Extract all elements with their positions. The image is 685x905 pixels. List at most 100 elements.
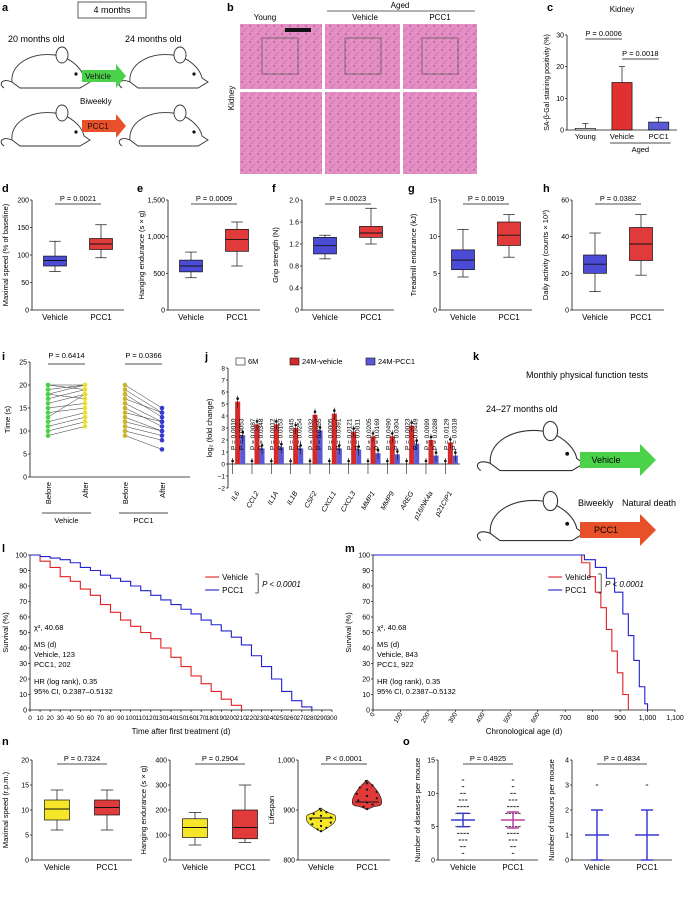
vehicle-arrow-label: Vehicle — [85, 72, 111, 81]
y-axis-label: Survival (%) — [344, 612, 353, 653]
bar-24m-vehicle — [235, 401, 241, 464]
p-value-label: P = 0.0005 — [327, 418, 334, 450]
y-tick-label: 0 — [25, 858, 29, 865]
y-tick-label: 1 — [221, 450, 225, 457]
duration-box — [77, 1, 147, 19]
x-tick-label: Vehicle — [42, 313, 68, 322]
y-tick-label: 7 — [221, 378, 225, 385]
pcc1-arrow-icon — [580, 514, 656, 546]
group-label: PCC1 — [133, 516, 153, 525]
violin-chart-n3: 800 900 1,000 Lifespan Vehicle PCC1 P < 0.0001 — [267, 754, 390, 872]
y-tick-label: 50 — [362, 630, 370, 637]
box-chart-g: 0 5 10 15 Treadmill endurance (kJ) Vehicle PCC… — [409, 194, 532, 322]
histology-image — [240, 92, 322, 174]
histology-image — [403, 24, 477, 89]
x-axis-label: Chronological age (d) — [486, 727, 563, 736]
legend-label: Vehicle — [222, 573, 248, 582]
y-axis-label: Hanging endurance (s × g) — [139, 765, 148, 855]
bar-vehicle — [611, 82, 633, 131]
legend-label: 24M-vehicle — [302, 357, 342, 366]
x-tick-label: 190 — [216, 715, 227, 722]
x-tick-label: PCC1 — [649, 132, 669, 141]
y-tick-label: 90 — [362, 568, 370, 575]
mouse-icon — [0, 46, 91, 89]
box-vehicle — [182, 818, 208, 838]
y-tick-label: 200 — [17, 198, 29, 205]
y-axis-label: Lifespan — [267, 796, 276, 824]
x-tick-label: CSF2 — [304, 490, 319, 509]
bar-24m-pcc1 — [414, 443, 420, 464]
y-tick-label: 0 — [161, 308, 165, 315]
chart-title: Kidney — [610, 5, 634, 14]
y-tick-label: 20 — [362, 677, 370, 684]
dot-chart-o2: 0 1 2 3 4 Number of tumours per mouse Vehicle P… — [547, 754, 672, 872]
x-tick-label: AREG — [399, 490, 416, 512]
y-tick-label: 15 — [427, 758, 435, 765]
p-value-label: P = 0.6414 — [48, 351, 84, 360]
x-tick-label: 80 — [107, 715, 115, 722]
stats-label: χ², 40.68 — [34, 623, 63, 632]
y-tick-label: 20 — [21, 758, 29, 765]
panel-k-schematic: Monthly physical function tests 24–27 mo… — [476, 370, 676, 546]
y-axis-label: Treadmill endurance (kJ) — [409, 213, 418, 296]
x-tick-label: 250 — [276, 715, 287, 722]
legend-swatch — [235, 357, 246, 366]
panel-a-schematic: 4 months 20 months old 24 months old — [0, 1, 209, 147]
y-tick-label: 20 — [556, 64, 564, 71]
kidney-label: Kidney — [227, 86, 236, 110]
y-tick-label: 2 — [565, 808, 569, 815]
data-point — [45, 419, 51, 425]
y-axis-label: Time (s) — [3, 405, 12, 433]
p-value-label: P = 0.0053 — [239, 418, 246, 450]
y-tick-label: 80 — [19, 584, 27, 591]
stats-label: Vehicle, 843 — [377, 650, 418, 659]
pcc1-arrow-icon — [82, 114, 126, 138]
data-point — [45, 428, 51, 434]
bar-24m-pcc1 — [336, 448, 342, 464]
bar-24m-pcc1 — [298, 448, 304, 464]
x-tick-label: 140 — [166, 715, 177, 722]
x-tick-label: 180 — [206, 715, 217, 722]
x-tick-label: 60 — [87, 715, 95, 722]
legend-label: PCC1 — [222, 586, 244, 595]
panel-letter-a: a — [2, 2, 9, 14]
y-tick-label: 30 — [19, 661, 27, 668]
panel-b-histology: Young Vehicle PCC1 Aged Kidney — [227, 1, 477, 174]
data-point — [45, 401, 51, 406]
stats-label: MS (d) — [377, 640, 400, 649]
p-value-label: P = 0.0099 — [424, 418, 431, 450]
x-tick-label: 700 — [559, 715, 571, 722]
data-point — [45, 391, 51, 397]
p-value-label: P = 0.0153 — [277, 418, 284, 450]
y-tick-label: 15 — [21, 783, 29, 790]
box-pcc1 — [359, 226, 383, 238]
y-tick-label: 0 — [433, 308, 437, 315]
end-age-label: 24 months old — [125, 34, 182, 44]
stats-label: HR (log rank), 0.35 — [377, 677, 440, 686]
data-point — [82, 414, 88, 420]
panel-letter-m: m — [345, 543, 355, 555]
y-tick-label: 10 — [429, 234, 437, 241]
data-point — [45, 382, 51, 388]
box-pcc1 — [232, 809, 258, 840]
y-axis-label: log₂ (fold change) — [205, 398, 214, 457]
y-tick-label: 5 — [25, 833, 29, 840]
y-tick-label: 10 — [427, 791, 435, 798]
x-tick-label: 300 — [448, 711, 460, 724]
panel-letter-c: c — [547, 2, 553, 14]
x-tick-label: PCC1 — [234, 863, 256, 872]
bar-24m-vehicle — [447, 442, 453, 464]
y-tick-label: 0 — [163, 858, 167, 865]
y-tick-label: 800 — [283, 858, 295, 865]
bar-24m-pcc1 — [259, 448, 265, 464]
data-point — [82, 387, 88, 392]
data-point — [122, 396, 128, 402]
y-tick-label: 60 — [362, 615, 370, 622]
data-point — [159, 424, 165, 429]
histology-image — [325, 92, 400, 174]
p-value-label: P = 0.0318 — [451, 418, 458, 450]
x-tick-label: Vehicle — [450, 313, 476, 322]
x-tick-label: 50 — [77, 715, 85, 722]
y-tick-label: 50 — [21, 280, 29, 287]
